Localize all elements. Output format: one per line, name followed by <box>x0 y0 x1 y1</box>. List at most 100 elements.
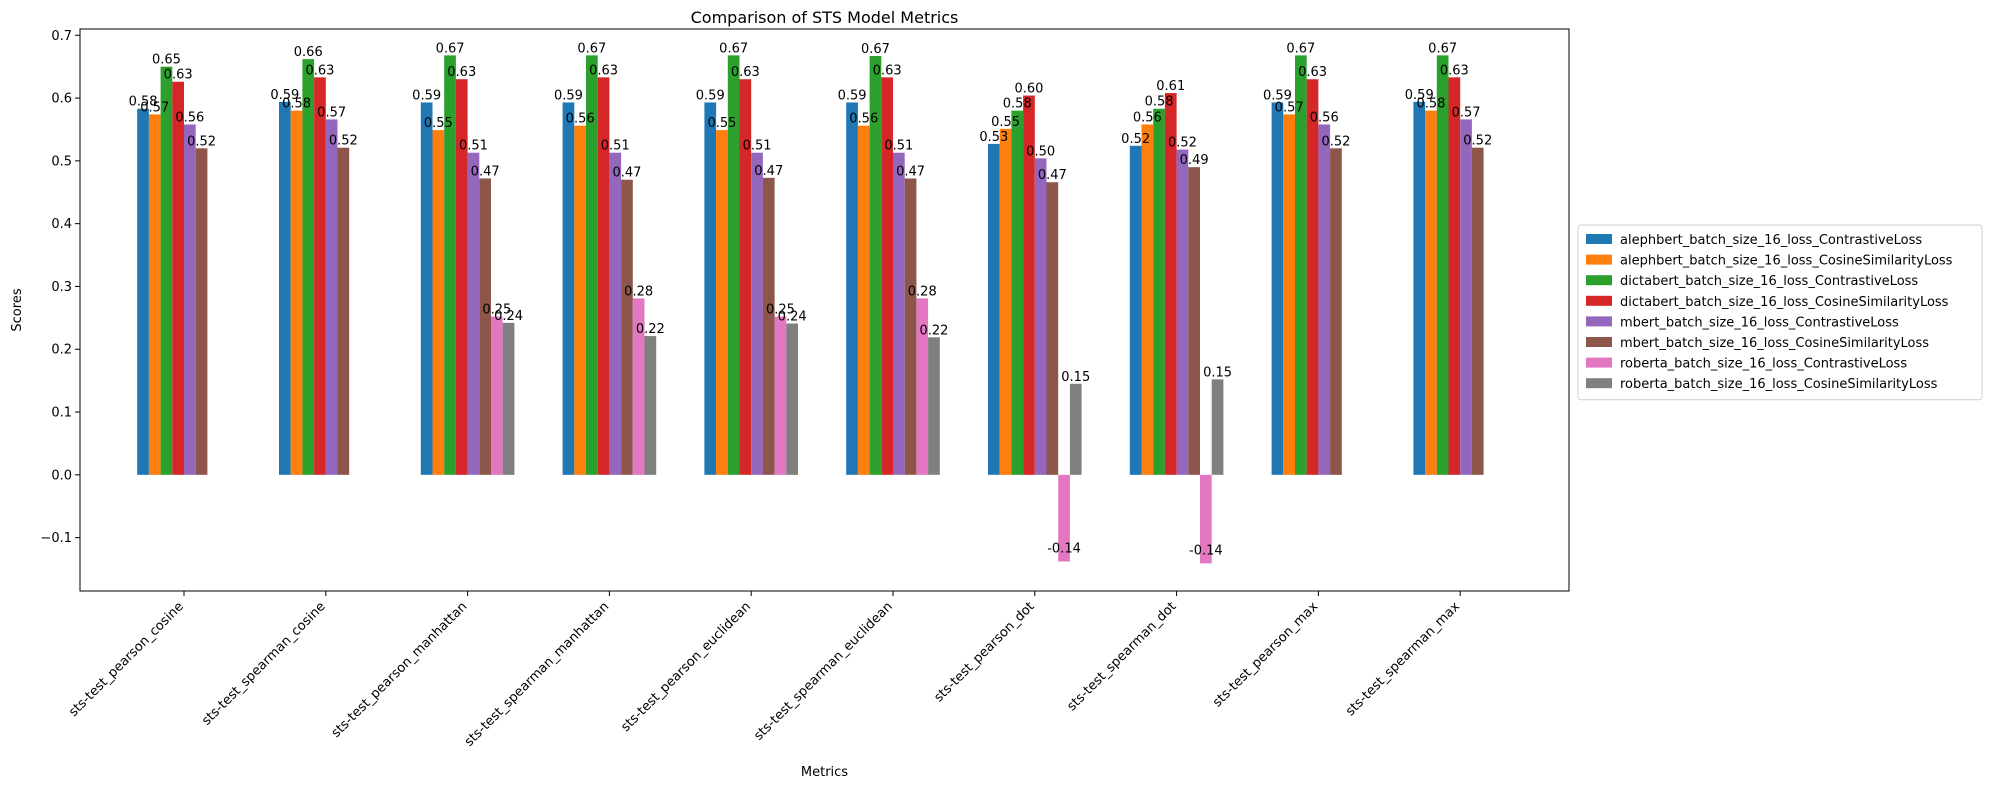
bar-value-label: 0.67 <box>436 41 465 56</box>
bar <box>786 323 798 475</box>
bar-value-label: 0.47 <box>471 164 500 179</box>
bar-value-label: 0.56 <box>1310 110 1339 125</box>
bar-value-label: 0.22 <box>636 322 665 337</box>
bar-value-label: 0.55 <box>707 116 736 131</box>
bar-value-label: 0.15 <box>1203 365 1232 380</box>
bar <box>632 298 645 475</box>
bar-value-label: 0.59 <box>1263 88 1292 103</box>
bar-value-label: 0.67 <box>1286 41 1315 56</box>
legend-entry: dictabert_batch_size_16_loss_CosineSimil… <box>1620 295 1949 310</box>
y-tick-label: 0.0 <box>51 468 72 483</box>
bar-value-label: -0.14 <box>1189 543 1223 558</box>
bar <box>739 79 752 475</box>
x-tick-label: sts-test_pearson_euclidean <box>618 599 754 735</box>
bar-value-label: 0.59 <box>1405 88 1434 103</box>
y-tick-label: 0.6 <box>51 92 72 107</box>
bar-value-label: 0.63 <box>731 65 760 80</box>
legend-swatch <box>1586 378 1612 389</box>
bar-value-label: 0.57 <box>1452 105 1481 120</box>
bar <box>455 79 468 475</box>
bar <box>502 322 515 475</box>
bar-value-label: 0.67 <box>1428 41 1457 56</box>
bar <box>337 147 350 475</box>
bar-value-label: 0.50 <box>1026 144 1055 159</box>
bar <box>644 336 657 475</box>
bar-value-label: 0.57 <box>1275 100 1304 115</box>
bar-value-label: 0.52 <box>1121 132 1150 147</box>
bar-value-label: 0.67 <box>577 41 606 56</box>
bar-value-label: 0.63 <box>164 68 193 83</box>
bar-value-label: 0.58 <box>282 97 311 112</box>
x-tick-label: sts-test_spearman_dot <box>1064 599 1179 714</box>
legend-frame <box>1577 224 1983 401</box>
bar <box>1330 148 1342 475</box>
bar <box>1425 110 1437 475</box>
bar <box>1306 79 1319 475</box>
y-tick-label: 0.3 <box>51 280 72 295</box>
bar-value-label: 0.56 <box>566 112 595 127</box>
bar <box>279 101 291 475</box>
bar-value-label: 0.63 <box>1298 65 1327 80</box>
bar-value-label: 0.59 <box>270 88 299 103</box>
legend-entry: alephbert_batch_size_16_loss_Contrastive… <box>1620 233 1922 248</box>
legend: alephbert_batch_size_16_loss_Contrastive… <box>1577 224 1983 401</box>
bar <box>172 81 184 475</box>
bar-value-label: 0.58 <box>129 95 158 110</box>
x-tick-label: sts-test_spearman_cosine <box>199 599 328 728</box>
bar-value-label: 0.59 <box>554 88 583 103</box>
bar-value-label: 0.24 <box>494 309 523 324</box>
y-tick-label: 0.1 <box>51 406 72 421</box>
bar-value-label: 0.52 <box>187 134 216 149</box>
bar-value-label: 0.59 <box>412 88 441 103</box>
bar <box>762 177 775 475</box>
bar <box>1413 101 1426 475</box>
y-axis: −0.1 0.0 0.1 0.2 0.3 0.4 0.5 0.6 0.7 <box>40 29 80 546</box>
bar <box>988 143 1000 475</box>
bar-value-label: 0.63 <box>305 63 334 78</box>
bar <box>137 108 149 475</box>
bar <box>1129 145 1142 475</box>
bar <box>1011 110 1024 475</box>
bar-value-label: 0.60 <box>1014 82 1043 97</box>
legend-entry: alephbert_batch_size_16_loss_CosineSimil… <box>1620 254 1953 269</box>
x-tick-label: sts-test_spearman_max <box>1343 599 1463 719</box>
bar <box>1058 474 1070 562</box>
y-tick-label: 0.7 <box>51 29 72 44</box>
bar <box>1283 114 1295 475</box>
bar-value-label: 0.25 <box>766 303 795 318</box>
y-tick-label: −0.1 <box>40 531 72 546</box>
bar <box>1176 149 1189 475</box>
bar <box>574 125 586 475</box>
bar <box>1318 124 1331 475</box>
bar-value-label: 0.67 <box>861 42 890 57</box>
legend-swatch <box>1586 337 1612 347</box>
bar <box>1211 379 1224 475</box>
bar <box>314 77 326 475</box>
bar-value-label: 0.49 <box>1180 153 1209 168</box>
y-tick-label: 0.4 <box>51 217 72 232</box>
legend-swatch <box>1586 234 1612 244</box>
bar-value-label: 0.56 <box>175 110 204 125</box>
bar-value-label: 0.53 <box>979 130 1008 145</box>
x-axis-label: Metrics <box>801 765 848 780</box>
x-tick-label: sts-test_pearson_max <box>1210 599 1321 710</box>
bar <box>420 102 433 475</box>
bar-value-label: 0.52 <box>1463 134 1492 149</box>
bar-value-label: 0.28 <box>624 284 653 299</box>
bar-value-label: 0.59 <box>838 88 867 103</box>
bar <box>621 179 633 475</box>
bar-value-label: 0.61 <box>1156 79 1185 94</box>
bar <box>1200 474 1212 564</box>
bar-value-label: 0.52 <box>329 134 358 149</box>
bar <box>869 56 882 475</box>
bar <box>325 119 338 475</box>
bar-value-label: 0.57 <box>140 100 169 115</box>
bar-value-label: 0.58 <box>1145 95 1174 110</box>
legend-swatch <box>1586 275 1612 286</box>
bar <box>160 66 173 475</box>
bar <box>704 102 717 475</box>
bar <box>1164 93 1177 475</box>
legend-swatch <box>1586 254 1612 265</box>
x-tick-label: sts-test_spearman_manhattan <box>462 599 612 749</box>
